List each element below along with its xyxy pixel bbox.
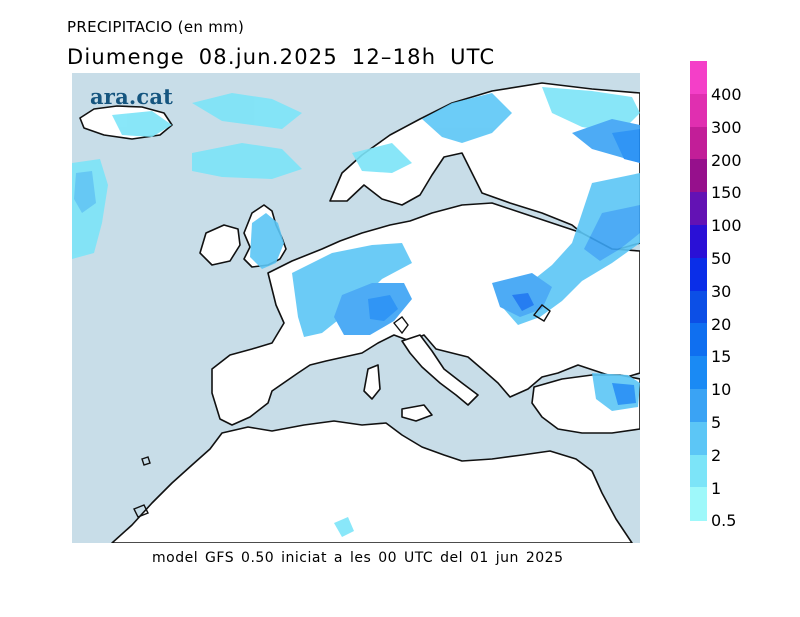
legend-label-10: 10 [711, 380, 732, 400]
chart-title: PRECIPITACIO (en mm) [67, 18, 245, 36]
legend-swatch-200 [690, 126, 707, 160]
legend-swatch-0-5 [690, 487, 707, 521]
precipitation-overlay [72, 87, 640, 537]
legend-label-200: 200 [711, 150, 742, 170]
legend-label-15: 15 [711, 347, 732, 367]
legend-label-20: 20 [711, 314, 732, 334]
legend-swatch-150 [690, 159, 707, 193]
legend-label-400: 400 [711, 85, 742, 104]
legend-label-2: 2 [711, 445, 722, 465]
legend-label-50: 50 [711, 249, 732, 268]
legend-swatch-15 [690, 323, 707, 357]
logo: ara.cat [90, 84, 174, 109]
legend-label-1: 1 [711, 478, 722, 498]
precipitation-map [72, 73, 640, 543]
legend-swatch-100 [690, 192, 707, 226]
legend-swatch-5 [690, 389, 707, 423]
legend-swatch-30 [690, 257, 707, 292]
legend-label-0-5: 0.5 [711, 511, 737, 531]
legend-swatch-20 [690, 290, 707, 324]
legend-label-300: 300 [711, 117, 742, 137]
legend-swatch-50 [690, 225, 707, 259]
legend-swatch-400 [690, 61, 707, 95]
coastlines-detail [133, 304, 551, 518]
legend-label-5: 5 [711, 413, 722, 432]
model-info: model GFS 0.50 iniciat a les 00 UTC del … [152, 550, 564, 566]
legend-swatch-300 [690, 93, 707, 128]
land-masses [79, 82, 640, 543]
legend-label-30: 30 [711, 281, 732, 301]
legend-swatch-10 [690, 356, 707, 390]
legend-swatch-2 [690, 421, 707, 456]
legend-label-150: 150 [711, 183, 742, 203]
legend-label-100: 100 [711, 216, 742, 236]
forecast-date: Diumenge 08.jun.2025 12–18h UTC [67, 45, 496, 69]
legend-swatch-1 [690, 454, 707, 488]
